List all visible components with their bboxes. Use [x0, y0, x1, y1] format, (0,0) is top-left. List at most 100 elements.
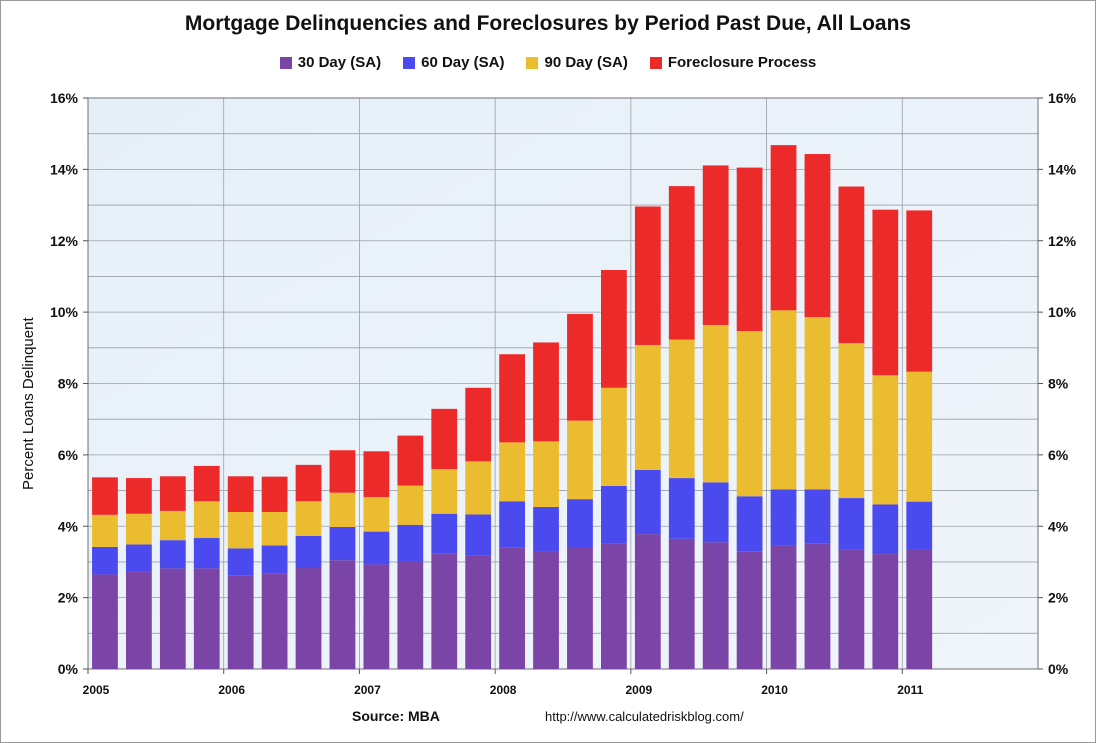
legend-item-foreclosure: Foreclosure Process [649, 54, 817, 71]
bar-segment-foreclosure [227, 476, 254, 512]
legend-swatch-90-day [526, 56, 539, 69]
legend-label-90-day: 90 Day (SA) [544, 54, 628, 71]
bar-segment-60-day [159, 540, 186, 569]
bar-segment-90-day [838, 343, 865, 499]
bar-segment-90-day [261, 511, 288, 546]
bar-segment-90-day [567, 420, 593, 500]
bar-segment-foreclosure [533, 342, 559, 442]
bar-segment-foreclosure [397, 435, 424, 486]
bar-segment-90-day [533, 441, 559, 507]
y-tick-label-left: 0% [58, 661, 79, 677]
source-label: Source: MBA [352, 708, 440, 724]
bar-segment-30-day [126, 571, 152, 669]
y-tick-label-right: 12% [1048, 233, 1077, 249]
legend-item-90-day: 90 Day (SA) [526, 54, 628, 71]
y-tick-label-left: 12% [50, 233, 79, 249]
bar-segment-foreclosure [465, 387, 492, 462]
bar-segment-60-day [770, 489, 797, 546]
bar-segment-90-day [634, 344, 661, 470]
x-tick-label: 2008 [490, 683, 517, 697]
bar-segment-90-day [126, 513, 152, 545]
bar-segment-90-day [770, 310, 797, 490]
y-axis-label: Percent Loans Delinquent [20, 317, 37, 490]
bar-segment-90-day [227, 511, 254, 549]
bar-segment-30-day [159, 568, 186, 669]
bar-segment-30-day [804, 543, 831, 669]
bar-segment-60-day [736, 496, 763, 552]
bar-segment-90-day [872, 375, 899, 505]
legend-label-60-day: 60 Day (SA) [421, 54, 505, 71]
bar-segment-60-day [702, 482, 729, 543]
bar-segment-90-day [736, 331, 763, 497]
legend-swatch-60-day [403, 56, 416, 69]
bar-segment-60-day [397, 524, 424, 562]
bar-segment-30-day [634, 534, 661, 669]
bar-segment-foreclosure [92, 477, 118, 515]
bar-segment-foreclosure [193, 465, 220, 502]
bar-segment-60-day [329, 526, 356, 561]
bar-segment-60-day [838, 498, 865, 550]
legend-item-30-day: 30 Day (SA) [279, 54, 382, 71]
bar-segment-30-day [295, 568, 322, 669]
bar-segment-90-day [92, 514, 118, 547]
bar-segment-foreclosure [668, 186, 695, 340]
bar-segment-90-day [804, 317, 831, 490]
bar-segment-foreclosure [702, 165, 729, 325]
bar-segment-30-day [227, 575, 254, 669]
y-tick-label-left: 16% [50, 90, 79, 106]
y-tick-label-right: 16% [1048, 90, 1077, 106]
bar-segment-90-day [397, 485, 424, 525]
bar-segment-foreclosure [872, 209, 899, 376]
bar-segment-30-day [601, 543, 627, 669]
bar-segment-90-day [601, 387, 627, 486]
y-tick-label-left: 4% [58, 518, 79, 534]
bar-segment-60-day [193, 538, 220, 569]
y-tick-label-right: 0% [1048, 661, 1069, 677]
bar-segment-90-day [295, 501, 322, 536]
bar-segment-60-day [126, 544, 152, 572]
bar-segment-60-day [92, 546, 118, 575]
legend: 30 Day (SA) 60 Day (SA) 90 Day (SA) Fore… [0, 54, 1096, 71]
bar-segment-60-day [634, 469, 661, 535]
bar-segment-foreclosure [329, 450, 356, 493]
y-tick-label-left: 6% [58, 447, 79, 463]
bar-segment-60-day [601, 485, 627, 544]
bar-segment-60-day [872, 504, 899, 555]
bar-segment-90-day [668, 339, 695, 479]
y-tick-label-left: 2% [58, 590, 79, 606]
bar-segment-60-day [533, 506, 559, 552]
legend-label-30-day: 30 Day (SA) [297, 54, 382, 71]
bar-segment-foreclosure [838, 186, 865, 344]
bar-segment-60-day [567, 499, 593, 549]
bar-segment-foreclosure [159, 476, 186, 511]
bar-segment-30-day [872, 554, 899, 669]
y-tick-label-right: 8% [1048, 376, 1069, 392]
bar-segment-foreclosure [431, 408, 458, 470]
bar-segment-30-day [668, 538, 695, 669]
bar-segment-foreclosure [634, 206, 661, 345]
bar-segment-foreclosure [126, 478, 152, 514]
y-tick-label-right: 6% [1048, 447, 1069, 463]
bar-segment-foreclosure [261, 476, 288, 512]
bar-segment-90-day [431, 469, 458, 514]
bar-segment-90-day [363, 496, 390, 532]
legend-label-foreclosure: Foreclosure Process [667, 54, 817, 71]
bar-segment-30-day [363, 564, 390, 669]
x-tick-label: 2011 [897, 683, 923, 697]
bar-segment-foreclosure [906, 210, 933, 372]
bar-segment-30-day [838, 549, 865, 669]
bar-segment-90-day [329, 492, 356, 527]
bar-segment-90-day [465, 461, 492, 515]
bar-segment-foreclosure [770, 145, 797, 311]
y-tick-label-left: 10% [50, 304, 79, 320]
bar-segment-90-day [906, 371, 933, 502]
bar-segment-60-day [668, 478, 695, 539]
x-tick-label: 2009 [626, 683, 653, 697]
bar-segment-30-day [736, 551, 763, 669]
bar-segment-60-day [906, 501, 933, 550]
bar-segment-60-day [295, 535, 322, 569]
legend-swatch-30-day [279, 56, 292, 69]
x-tick-label: 2007 [354, 683, 381, 697]
x-tick-label: 2005 [83, 683, 110, 697]
bar-segment-30-day [465, 555, 492, 669]
